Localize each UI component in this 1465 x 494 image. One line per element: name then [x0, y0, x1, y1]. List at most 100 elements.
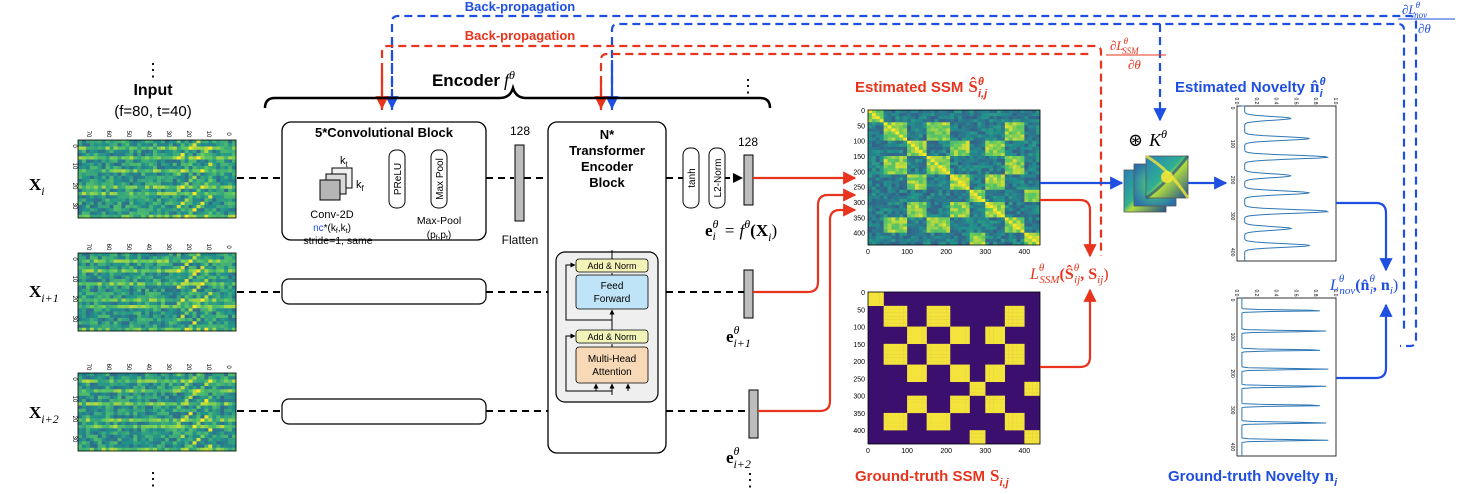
- input-bottom-dots: ⋮: [144, 469, 162, 489]
- novelty-y-tick: 400: [1229, 443, 1235, 452]
- spectrogram-x-tick: 50: [125, 364, 131, 371]
- conv-kernel-stack: [319, 179, 341, 201]
- backprop-blue-label: Back-propagation: [465, 0, 576, 14]
- spectrogram-2: 70 60 50 40 30 20 10 0 0 10 20 30: [71, 364, 237, 452]
- embedding-label-0: eθ i = fθ(Xi): [705, 217, 777, 244]
- spectrogram-y-tick: 10: [71, 163, 77, 170]
- novelty-x-tick: 0.6: [1292, 290, 1298, 297]
- spectrogram-y-tick: 10: [71, 396, 77, 403]
- ssm-y-tick: 400: [853, 231, 865, 238]
- spectrogram-x-tick: 70: [85, 244, 91, 251]
- backprop-blue-outer: [390, 14, 1418, 348]
- embedding-label-1: eθ i+1: [726, 323, 751, 350]
- ssm-y-tick: 200: [853, 359, 865, 366]
- ssm-x-tick: 400: [1019, 448, 1031, 455]
- grad-red: ∂Lθ SSM ∂θ: [1106, 36, 1166, 72]
- spectrogram-x-tick: 10: [205, 364, 211, 371]
- spectrogram-x-tick: 60: [105, 131, 111, 138]
- ssm-loss: Lθ SSM(Ŝθ ij, Sij): [1029, 262, 1109, 286]
- ssm-y-tick: 250: [853, 376, 865, 383]
- est-novelty-title: Estimated Novelty n̂θ i: [1175, 76, 1326, 100]
- ssm-x-tick: 200: [940, 249, 952, 256]
- spectrogram-x-tick: 60: [105, 244, 111, 251]
- ssm-x-tick: 0: [866, 249, 870, 256]
- spectrogram-x-tick: 40: [145, 244, 151, 251]
- ssm-x-tick: 200: [940, 448, 952, 455]
- l2norm-label: L2-Norm: [713, 159, 724, 198]
- spectrogram-x-tick: 0: [225, 365, 231, 369]
- gt-novelty-title: Ground-truth Novelty ni: [1168, 466, 1338, 489]
- ssm-y-tick: 150: [853, 342, 865, 349]
- est-ssm-title: Estimated SSM Ŝθ i,j: [855, 76, 988, 100]
- novelty-y-tick: 100: [1229, 333, 1235, 342]
- prelu-box: [388, 149, 406, 209]
- spectrogram-x-tick: 70: [85, 131, 91, 138]
- input-label-0: Xi: [29, 175, 45, 198]
- input-top-dots: ⋮: [144, 60, 162, 80]
- transformer-title-4: Block: [589, 175, 625, 190]
- novelty-loss: Lθ nov(n̂θ i, ni): [1329, 273, 1398, 297]
- mha-label-1: Multi-Head: [588, 354, 636, 365]
- ssm-y-tick: 50: [857, 307, 865, 314]
- ground-truth-ssm-plot: 0 50 100 150 200 250 300 350 400 0 100 200 300 400: [853, 290, 1041, 455]
- embedding-label-2: eθ i+2: [726, 444, 751, 471]
- spectrogram-x-tick: 70: [85, 364, 91, 371]
- svg-text:∂θ: ∂θ: [1418, 21, 1431, 36]
- emb-dim: 128: [738, 135, 758, 149]
- ssm-y-tick: 100: [853, 325, 865, 332]
- novelty-x-tick: 0.4: [1273, 290, 1279, 297]
- spectrogram-x-tick: 0: [225, 245, 231, 249]
- spectrogram-y-tick: 0: [71, 144, 77, 148]
- conv-label: Conv-2D: [310, 209, 353, 221]
- ssm-y-tick: 0: [861, 108, 865, 115]
- conv-kf: kf: [356, 179, 365, 193]
- novelty-curve: [1241, 297, 1329, 456]
- kernel-stack: [1123, 154, 1190, 213]
- novelty-curve: [1241, 105, 1330, 261]
- conv-block-title: 5*Convolutional Block: [315, 125, 454, 140]
- input-label-1: Xi+1: [29, 282, 59, 305]
- novelty-y-tick: 0: [1229, 299, 1235, 302]
- spectrogram-x-tick: 10: [205, 244, 211, 251]
- novelty-y-tick: 400: [1229, 248, 1235, 257]
- spectrogram-y-tick: 20: [71, 296, 77, 303]
- spectrogram-y-tick: 0: [71, 257, 77, 261]
- feed-forward-label-2: Forward: [594, 294, 631, 305]
- conv-kt: kt: [340, 155, 349, 169]
- spectrogram-x-tick: 10: [205, 131, 211, 138]
- flatten-dim: 128: [510, 124, 530, 138]
- ssm-y-tick: 100: [853, 139, 865, 146]
- maxpool-params: (pf,pt): [427, 230, 452, 242]
- input-subtitle: (f=80, t=40): [114, 103, 192, 120]
- feed-forward-label-1: Feed: [601, 281, 624, 292]
- spectrogram-x-tick: 50: [125, 244, 131, 251]
- ssm-y-tick: 250: [853, 185, 865, 192]
- spectrogram-0: 70 60 50 40 30 20 10 0 0 10 20 30: [71, 131, 237, 219]
- spectrogram-x-tick: 30: [165, 131, 171, 138]
- ssm-y-tick: 350: [853, 411, 865, 418]
- novelty-y-tick: 200: [1229, 369, 1235, 378]
- ssm-y-tick: 200: [853, 169, 865, 176]
- novelty-x-tick: 0.2: [1253, 290, 1259, 297]
- mha-label-2: Attention: [592, 367, 631, 378]
- spectrogram-y-tick: 30: [71, 436, 77, 443]
- maxpool-caption: Max-Pool: [417, 215, 461, 227]
- svg-text:∂θ: ∂θ: [1128, 57, 1141, 72]
- spectrogram-y-tick: 30: [71, 316, 77, 323]
- novelty-x-tick: 0.0: [1233, 98, 1239, 105]
- novelty-x-tick: 1.0: [1332, 290, 1338, 297]
- novelty-y-tick: 200: [1229, 176, 1235, 185]
- flatten-label: Flatten: [502, 233, 539, 247]
- spectrogram-x-tick: 40: [145, 131, 151, 138]
- conv-block-row-1: [281, 278, 487, 305]
- ssm-y-tick: 0: [861, 290, 865, 297]
- novelty-x-tick: 0.0: [1233, 290, 1239, 297]
- spectrogram-x-tick: 30: [165, 364, 171, 371]
- ssm-y-tick: 300: [853, 200, 865, 207]
- add-norm-1-label: Add & Norm: [587, 261, 636, 271]
- encoder-symbol: fθ: [504, 68, 515, 90]
- spectrogram-x-tick: 0: [225, 132, 231, 136]
- spectrogram-y-tick: 20: [71, 416, 77, 423]
- encoder-title: Encoder: [432, 71, 500, 90]
